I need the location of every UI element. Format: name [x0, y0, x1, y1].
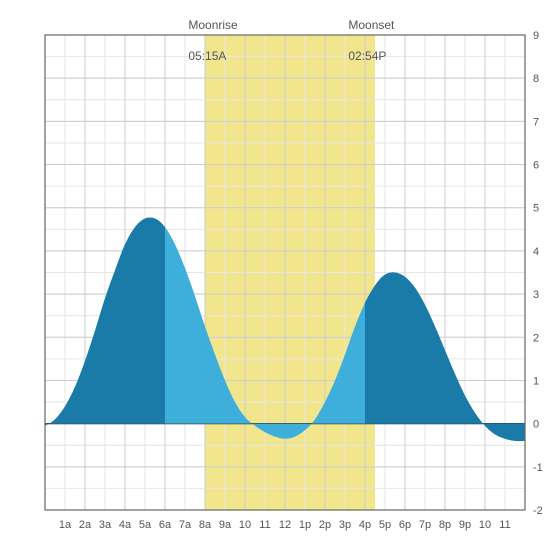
- svg-text:-2: -2: [533, 505, 543, 517]
- svg-text:8a: 8a: [199, 519, 212, 531]
- svg-text:5: 5: [533, 203, 539, 215]
- moonset-time: 02:54P: [348, 49, 386, 63]
- svg-text:1a: 1a: [59, 519, 72, 531]
- svg-text:8: 8: [533, 73, 539, 85]
- moonset-label: Moonset 02:54P: [335, 2, 394, 80]
- moonset-title: Moonset: [348, 18, 394, 32]
- svg-text:3a: 3a: [99, 519, 112, 531]
- svg-text:11: 11: [259, 519, 270, 531]
- svg-text:9a: 9a: [219, 519, 232, 531]
- svg-text:1: 1: [533, 375, 539, 387]
- svg-text:5a: 5a: [139, 519, 152, 531]
- svg-text:6: 6: [533, 160, 539, 172]
- svg-text:7p: 7p: [419, 519, 431, 531]
- svg-text:1p: 1p: [299, 519, 311, 531]
- svg-text:0: 0: [533, 419, 539, 431]
- tide-chart: -2-101234567891a2a3a4a5a6a7a8a9a1011121p…: [0, 0, 550, 550]
- svg-text:7a: 7a: [179, 519, 192, 531]
- svg-text:-1: -1: [533, 462, 543, 474]
- svg-text:2p: 2p: [319, 519, 331, 531]
- svg-text:2a: 2a: [79, 519, 92, 531]
- svg-text:3: 3: [533, 289, 539, 301]
- moonrise-title: Moonrise: [188, 18, 237, 32]
- svg-text:8p: 8p: [439, 519, 451, 531]
- svg-text:7: 7: [533, 116, 539, 128]
- svg-text:4p: 4p: [359, 519, 371, 531]
- svg-text:6p: 6p: [399, 519, 411, 531]
- svg-text:10: 10: [239, 519, 251, 531]
- svg-text:6a: 6a: [159, 519, 172, 531]
- svg-text:4: 4: [533, 246, 539, 258]
- svg-text:5p: 5p: [379, 519, 391, 531]
- svg-text:9p: 9p: [459, 519, 471, 531]
- svg-text:3p: 3p: [339, 519, 351, 531]
- svg-text:4a: 4a: [119, 519, 132, 531]
- svg-text:11: 11: [499, 519, 510, 531]
- moonrise-time: 05:15A: [188, 49, 226, 63]
- svg-text:2: 2: [533, 332, 539, 344]
- svg-text:9: 9: [533, 30, 539, 42]
- chart-svg: -2-101234567891a2a3a4a5a6a7a8a9a1011121p…: [0, 0, 550, 550]
- moonrise-label: Moonrise 05:15A: [175, 2, 238, 80]
- svg-text:12: 12: [279, 519, 291, 531]
- svg-text:10: 10: [479, 519, 491, 531]
